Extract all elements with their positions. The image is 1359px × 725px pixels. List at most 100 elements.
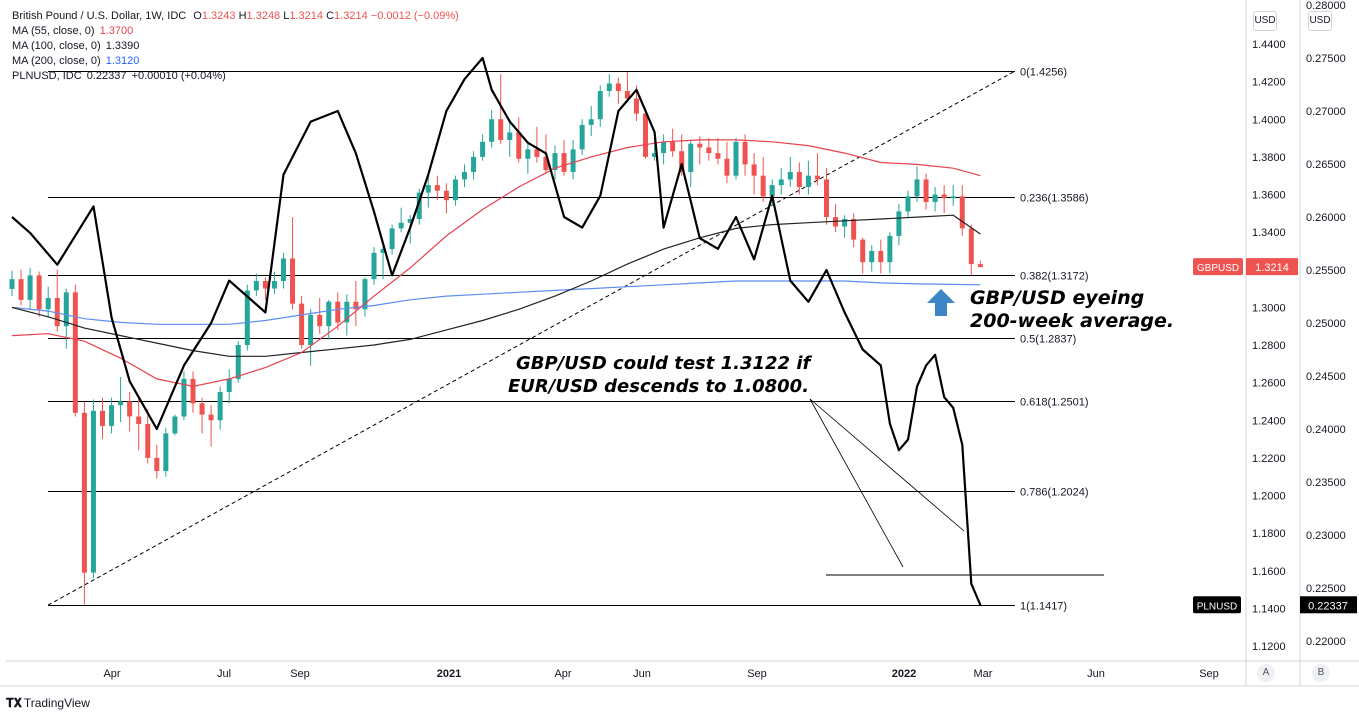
candle-body bbox=[154, 457, 160, 472]
candle-body bbox=[697, 143, 703, 148]
candle-body bbox=[100, 410, 105, 426]
x-tick-label: Sep bbox=[747, 668, 767, 680]
right-axis-currency-button[interactable]: USD bbox=[1308, 11, 1332, 31]
candle-body bbox=[724, 158, 730, 176]
y-left-tick-label: 1.2400 bbox=[1252, 415, 1286, 427]
candle-body bbox=[308, 314, 314, 345]
candle-body bbox=[253, 281, 259, 291]
annotation-eyeing-line1: GBP/USD eyeing bbox=[970, 287, 1145, 309]
candle-body bbox=[968, 228, 974, 265]
ma200-label: MA (200, close, 0) bbox=[12, 55, 101, 67]
y-left-tick-label: 1.3800 bbox=[1252, 152, 1286, 164]
candle-body bbox=[335, 301, 341, 323]
candle-body bbox=[407, 218, 413, 223]
gbpusd-tag: GBPUSD bbox=[1197, 263, 1239, 274]
candle-body bbox=[805, 175, 811, 187]
candle-body bbox=[136, 416, 142, 425]
candle-body bbox=[950, 196, 956, 199]
candle-body bbox=[344, 301, 350, 323]
candle-body bbox=[552, 153, 558, 171]
candle-body bbox=[118, 401, 124, 406]
candle-body bbox=[715, 153, 721, 159]
candle-body bbox=[317, 314, 323, 327]
candle-body bbox=[534, 149, 540, 157]
tradingview-mark-icon: 𝐓𝐗 bbox=[6, 696, 22, 710]
candle-body bbox=[824, 179, 829, 218]
candle-body bbox=[778, 179, 784, 186]
chart-legend: British Pound / U.S. Dollar, 1W, IDC O1.… bbox=[12, 9, 459, 84]
candle-body bbox=[398, 222, 404, 229]
ohlc-low: 1.3214 bbox=[289, 10, 324, 22]
candle-body bbox=[371, 252, 377, 280]
candle-body bbox=[109, 405, 115, 426]
tradingview-logo[interactable]: 𝐓𝐗 TradingView bbox=[6, 696, 90, 711]
candle-body bbox=[217, 392, 223, 421]
candle-body bbox=[380, 249, 386, 253]
y-right-tick-label: 0.23000 bbox=[1306, 530, 1346, 542]
candle-body bbox=[9, 279, 15, 289]
candle-body bbox=[172, 416, 178, 434]
candle-body bbox=[643, 113, 648, 157]
x-tick-label: 2021 bbox=[437, 668, 461, 680]
legend-ma200-row[interactable]: MA (200, close, 0) 1.3120 bbox=[12, 54, 459, 69]
candle-body bbox=[652, 153, 658, 157]
auto-scale-button-b[interactable]: B bbox=[1312, 664, 1330, 682]
candle-body bbox=[742, 141, 748, 165]
candle-body bbox=[661, 141, 667, 154]
candle-body bbox=[760, 175, 766, 197]
candle-body bbox=[271, 281, 277, 289]
candle-body bbox=[281, 258, 286, 282]
candle-body bbox=[45, 297, 51, 310]
candle-body bbox=[570, 149, 576, 172]
plnusd-value: 0.22337 bbox=[1308, 600, 1348, 612]
y-left-tick-label: 1.2800 bbox=[1252, 340, 1286, 352]
y-right-tick-label: 0.24000 bbox=[1306, 424, 1346, 436]
candle-body bbox=[72, 292, 78, 413]
left-axis-currency-button[interactable]: USD bbox=[1253, 11, 1277, 31]
candle-body bbox=[452, 179, 458, 201]
candle-body bbox=[516, 132, 522, 159]
candle-body bbox=[226, 378, 232, 393]
legend-ma55-row[interactable]: MA (55, close, 0) 1.3700 bbox=[12, 24, 459, 39]
ma200-value: 1.3120 bbox=[105, 55, 140, 67]
ohlc-low-label: L bbox=[283, 10, 290, 22]
candle-body bbox=[814, 175, 820, 180]
annotation-pointer-line bbox=[809, 398, 904, 568]
plnusd-value-bg bbox=[1300, 596, 1357, 614]
annotation-pointer-line bbox=[809, 398, 965, 532]
candle-body bbox=[923, 179, 929, 203]
candle-body bbox=[688, 143, 694, 172]
auto-scale-button-a[interactable]: A bbox=[1257, 664, 1275, 682]
candle-body bbox=[597, 91, 603, 120]
x-tick-label: Jul bbox=[217, 668, 231, 680]
dashed-trendline bbox=[47, 70, 1016, 606]
candle-body bbox=[706, 147, 712, 154]
candle-body bbox=[480, 141, 486, 157]
candle-body bbox=[389, 228, 395, 250]
candle-body bbox=[299, 303, 305, 345]
legend-ma100-row[interactable]: MA (100, close, 0) 1.3390 bbox=[12, 39, 459, 54]
fib-level-label: 0.236(1.3586) bbox=[1020, 193, 1089, 205]
ma55-value: 1.3700 bbox=[99, 25, 134, 37]
x-tick-label: Jun bbox=[633, 668, 651, 680]
moving-averages bbox=[11, 139, 981, 388]
candle-body bbox=[471, 156, 477, 172]
tradingview-wordmark: TradingView bbox=[23, 696, 90, 710]
candle-body bbox=[633, 98, 639, 114]
y-right-tick-label: 0.26000 bbox=[1306, 212, 1346, 224]
annotation-eyeing-line2: 200-week average. bbox=[970, 310, 1175, 332]
y-left-tick-label: 1.1200 bbox=[1252, 641, 1286, 653]
legend-symbol-row: British Pound / U.S. Dollar, 1W, IDC O1.… bbox=[12, 9, 459, 24]
candle-body bbox=[262, 281, 268, 289]
candle-body bbox=[443, 190, 449, 201]
plnusd-series-line bbox=[11, 56, 982, 606]
candle-body bbox=[959, 196, 965, 229]
x-tick-label: Apr bbox=[554, 668, 571, 680]
candle-body bbox=[54, 297, 60, 327]
candle-body bbox=[290, 258, 296, 304]
candle-body bbox=[36, 275, 42, 310]
candle-body bbox=[181, 378, 187, 417]
legend-pln-row[interactable]: PLNUSD, IDC 0.22337 +0.00010 (+0.04%) bbox=[12, 69, 459, 84]
